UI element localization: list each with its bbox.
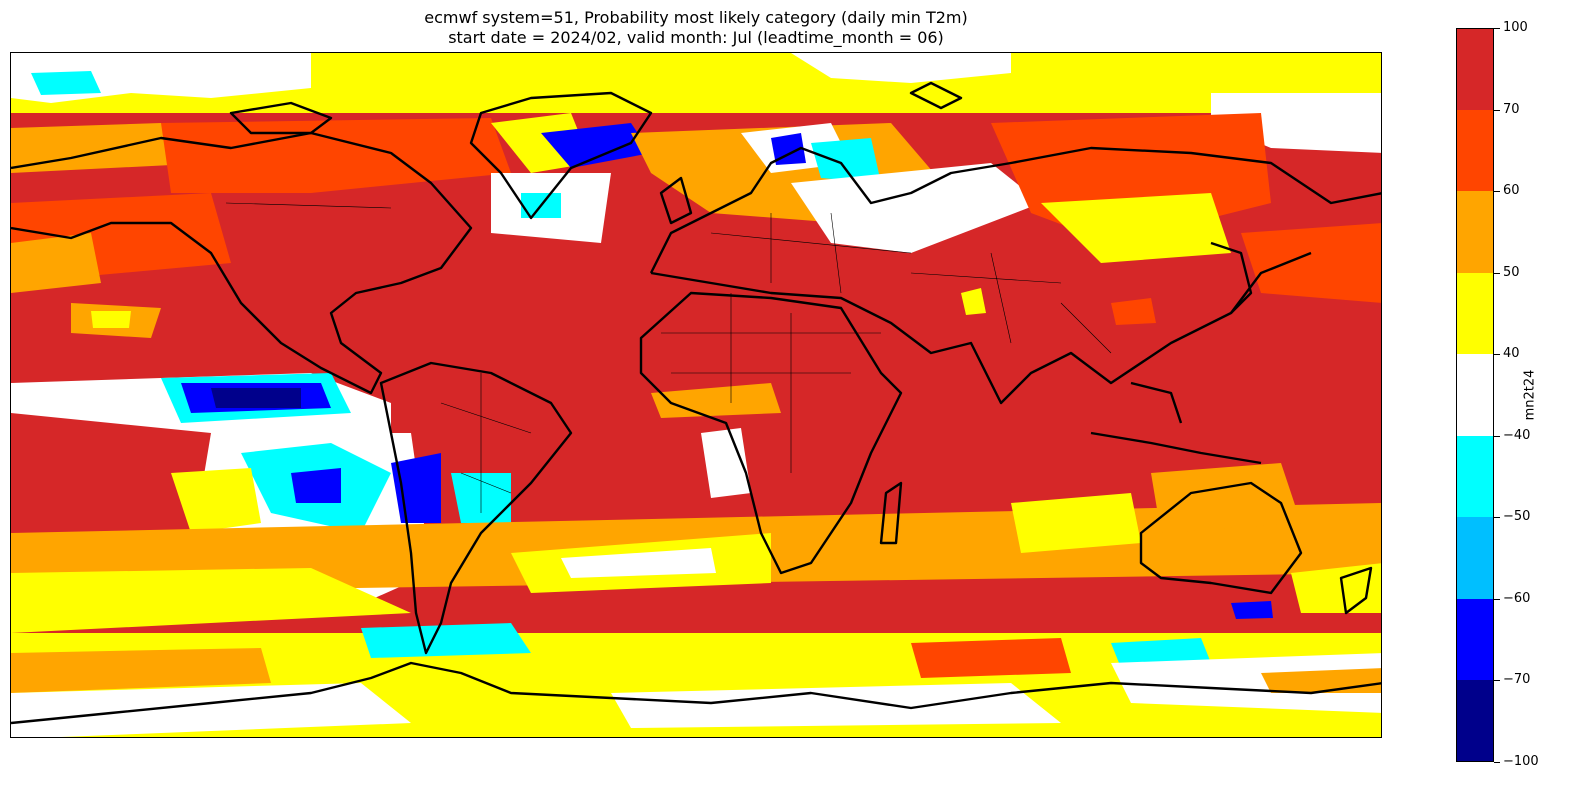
probability-field	[11, 53, 1381, 737]
country-borders	[225, 202, 1112, 513]
map-canvas	[11, 53, 1381, 737]
figure-title: ecmwf system=51, Probability most likely…	[10, 8, 1382, 48]
colorbar-tick-label: −70	[1503, 672, 1531, 688]
colorbar-tick-mark	[1494, 598, 1500, 600]
nw-pacific-orangered	[1241, 223, 1381, 303]
gulf-guinea-orange	[651, 383, 781, 418]
colorbar-segment	[1456, 28, 1494, 111]
title-line-2: start date = 2024/02, valid month: Jul (…	[448, 28, 944, 47]
south-atlantic-white	[561, 548, 716, 578]
colorbar-tick-label: 60	[1503, 183, 1520, 199]
nz-yellow	[1291, 563, 1381, 613]
colorbar-tick-label: −50	[1503, 509, 1531, 525]
colorbar-segment	[1456, 435, 1494, 518]
coastline-japan	[1210, 241, 1253, 314]
indian-ocean-yellow	[1011, 493, 1141, 553]
colorbar-tick-label: 100	[1503, 20, 1528, 35]
border-us-canada	[225, 202, 392, 209]
colorbar-tick-mark	[1494, 680, 1500, 682]
colorbar-tick-mark	[1494, 191, 1500, 193]
colorbar-tick-label: −40	[1503, 427, 1531, 443]
pacific-darkblue	[211, 388, 301, 408]
colorbar-tick-mark	[1494, 517, 1500, 519]
colorbar-tick-label: 40	[1503, 346, 1520, 362]
colorbar-segment	[1456, 598, 1494, 681]
antarctic-orangered	[911, 638, 1071, 678]
coastline-indonesia	[1090, 431, 1262, 465]
colorbar	[1456, 28, 1494, 763]
coastline-north-america	[11, 131, 473, 395]
russia-cyan	[811, 138, 881, 183]
borders-asia	[910, 252, 1112, 354]
borders-europe	[710, 212, 912, 294]
pacific-yellow-patch	[91, 311, 131, 328]
colorbar-tick-mark	[1494, 762, 1500, 763]
coastlines	[11, 81, 1381, 725]
colorbar-segment	[1456, 191, 1494, 274]
antarctic-white-west	[11, 683, 411, 737]
colorbar-tick-mark	[1494, 272, 1500, 274]
coastline-svalbard	[909, 81, 963, 110]
antarctic-cyan-1	[361, 623, 531, 658]
colorbar-segment	[1456, 354, 1494, 437]
scandinavia-blue	[771, 133, 806, 165]
colorbar-segment	[1456, 272, 1494, 355]
world-map	[10, 52, 1382, 738]
east-asia-orangered	[1111, 298, 1156, 325]
north-pacific-orange	[11, 233, 101, 293]
pacific-yellow-south	[171, 468, 261, 533]
pakistan-yellow	[961, 288, 986, 315]
colorbar-tick-label: −100	[1503, 754, 1539, 769]
mongolia-yellow	[1041, 193, 1231, 263]
colorbar-tick-mark	[1494, 435, 1500, 437]
antarctic-orange-west	[11, 648, 271, 693]
se-pacific-blue	[291, 468, 341, 503]
coastline-south-america	[379, 361, 573, 655]
greenland-blue	[541, 123, 651, 168]
coastline-eurasia-south	[650, 251, 1312, 405]
coastline-borneo	[1130, 381, 1183, 424]
colorbar-tick-label: −60	[1503, 590, 1531, 606]
colorbar-segment	[1456, 680, 1494, 763]
australia-orange	[1151, 463, 1301, 533]
coastline-madagascar	[879, 481, 903, 545]
antarctic-blue	[1231, 601, 1273, 619]
antarctic-white-far-east	[1111, 653, 1381, 713]
canada-orangered	[161, 118, 511, 193]
east-atlantic-white	[701, 428, 751, 498]
colorbar-tick-label: 50	[1503, 264, 1520, 280]
coastline-africa	[639, 291, 903, 575]
borders-south-america	[440, 373, 532, 513]
colorbar-tick-mark	[1494, 109, 1500, 111]
title-line-1: ecmwf system=51, Probability most likely…	[424, 8, 968, 27]
coastline-new-zealand	[1339, 566, 1373, 615]
colorbar-title: mn2t24	[1522, 369, 1538, 421]
south-pacific-yellow	[11, 568, 411, 633]
arctic-white-central	[791, 53, 1011, 83]
coastline-antarctica	[11, 661, 1381, 725]
arctic-cyan-1	[31, 71, 101, 95]
colorbar-segment	[1456, 517, 1494, 600]
colorbar-tick-mark	[1494, 28, 1500, 29]
coastline-greenland	[469, 91, 653, 220]
colorbar-tick-mark	[1494, 354, 1500, 356]
borders-africa	[661, 293, 881, 473]
coastline-arctic-islands	[229, 101, 333, 135]
coastline-australia	[1139, 481, 1303, 595]
colorbar-tick-label: 70	[1503, 101, 1520, 117]
coastline-uk	[659, 176, 693, 225]
antarctic-white-east	[611, 683, 1061, 728]
russia-white	[791, 163, 1041, 253]
coastline-eurasia-north	[649, 146, 1381, 274]
colorbar-segment	[1456, 109, 1494, 192]
